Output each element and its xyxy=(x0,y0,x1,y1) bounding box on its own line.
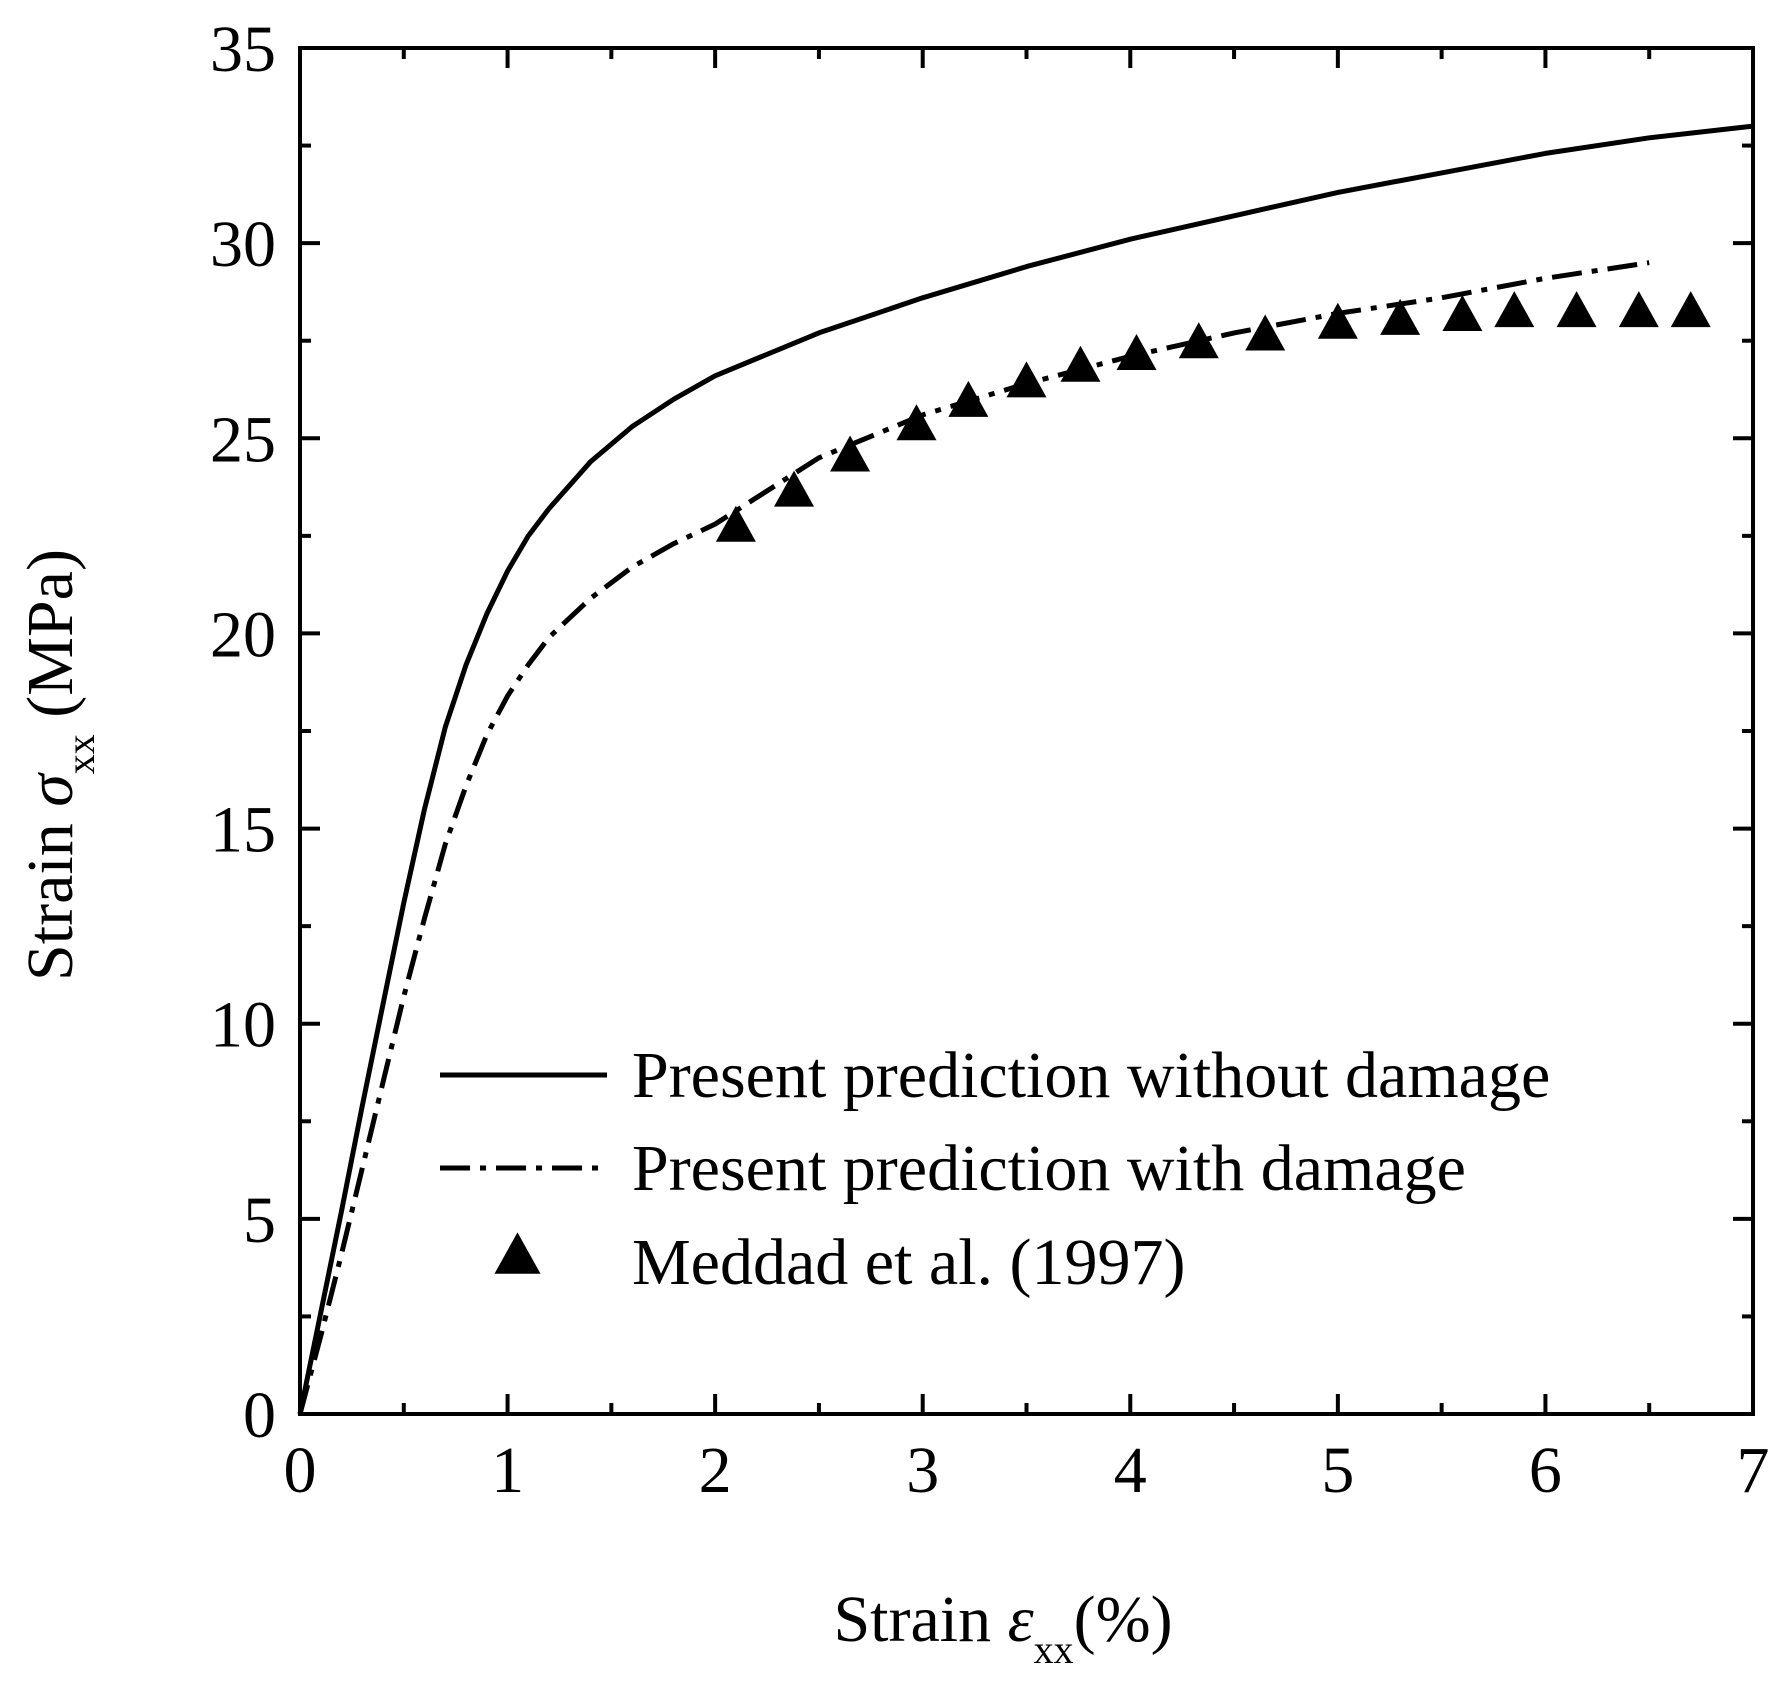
plot-area xyxy=(297,46,1755,1416)
data-point-triangle xyxy=(1670,291,1711,328)
legend-label: Present prediction without damage xyxy=(632,1039,1550,1112)
x-tick-label: 6 xyxy=(1529,1434,1562,1507)
y-tick-label: 35 xyxy=(210,13,276,86)
data-point-triangle xyxy=(830,435,871,472)
y-tick-label: 30 xyxy=(210,208,276,281)
y-tick-labels: 0 5 10 15 20 25 30 35 xyxy=(210,13,276,1452)
x-axis-title-subscript: xx xyxy=(1034,1627,1074,1672)
x-axis-title-prefix: Strain xyxy=(833,1583,1007,1656)
y-tick-label: 0 xyxy=(243,1379,276,1452)
data-point-triangle xyxy=(1380,298,1421,335)
data-point-triangle xyxy=(1060,345,1101,382)
y-tick-label: 10 xyxy=(210,989,276,1062)
data-point-triangle xyxy=(1317,302,1358,339)
data-point-triangle xyxy=(1178,322,1219,359)
legend-marker-triangle xyxy=(494,1232,541,1274)
series-line-without-damage xyxy=(297,123,1754,1415)
ticks-layer xyxy=(298,46,1755,1416)
legend-label: Present prediction with damage xyxy=(632,1132,1466,1205)
y-axis-title-symbol: σ xyxy=(14,772,87,807)
y-axis-title-suffix: (MPa) xyxy=(14,549,87,734)
data-point-triangle xyxy=(1618,291,1659,328)
y-tick-label: 20 xyxy=(210,598,276,671)
y-axis-title: Strain σxx (MPa) xyxy=(14,549,103,981)
data-point-triangle xyxy=(1006,361,1047,398)
data-point-triangle xyxy=(1116,334,1157,371)
x-tick-label: 4 xyxy=(1114,1434,1147,1507)
data-point-triangle xyxy=(1494,291,1535,328)
series-line-with-damage xyxy=(297,260,1650,1415)
data-point-triangle xyxy=(1556,291,1597,328)
legend: Present prediction without damage Present… xyxy=(440,1039,1550,1299)
data-point-triangle xyxy=(774,470,815,507)
x-axis-title: Strain εxx(%) xyxy=(833,1583,1172,1672)
data-point-triangle xyxy=(1245,314,1286,351)
y-axis-title-subscript: xx xyxy=(58,734,103,774)
data-point-triangle xyxy=(896,404,937,441)
x-tick-label: 0 xyxy=(284,1434,317,1507)
x-axis-title-suffix: (%) xyxy=(1074,1583,1173,1656)
data-point-triangle xyxy=(948,380,989,417)
series-layer xyxy=(297,123,1754,1415)
x-tick-label: 3 xyxy=(906,1434,939,1507)
y-axis-title-prefix: Strain xyxy=(14,807,87,981)
x-tick-label: 2 xyxy=(699,1434,732,1507)
y-tick-label: 5 xyxy=(243,1184,276,1257)
x-axis-title-symbol: ε xyxy=(1008,1583,1034,1656)
y-tick-label: 25 xyxy=(210,403,276,476)
x-tick-label: 5 xyxy=(1321,1434,1354,1507)
x-tick-label: 7 xyxy=(1737,1434,1770,1507)
x-tick-label: 1 xyxy=(491,1434,524,1507)
x-tick-labels: 0 1 2 3 4 5 6 7 xyxy=(284,1434,1770,1507)
legend-label: Meddad et al. (1997) xyxy=(632,1226,1186,1299)
data-point-triangle xyxy=(715,505,756,542)
data-point-triangle xyxy=(1442,294,1483,331)
y-tick-label: 15 xyxy=(210,794,276,867)
